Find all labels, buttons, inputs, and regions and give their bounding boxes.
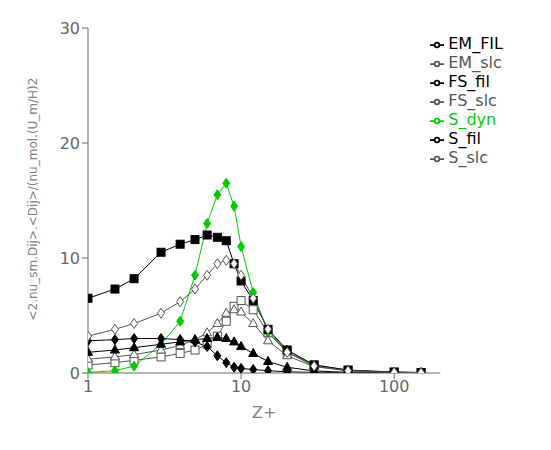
svg-text:10: 10 — [60, 249, 80, 268]
html-text:S_slc: S_slc — [448, 148, 488, 167]
html-text:S_dyn: S_dyn — [448, 110, 497, 129]
html-text:EM_slc: EM_slc — [448, 53, 502, 72]
svg-text:30: 30 — [60, 19, 80, 38]
svg-text:0: 0 — [70, 364, 80, 383]
svg-text:Z+: Z+ — [252, 403, 276, 422]
svg-text:1: 1 — [83, 377, 93, 396]
svg-text:<2.nu_sm.Dij>.<Dij>/(nu_mol.(U: <2.nu_sm.Dij>.<Dij>/(nu_mol.(U_m/H)2 — [26, 78, 40, 321]
html-text:FS_fil: FS_fil — [448, 72, 490, 91]
html-text:EM_FIL: EM_FIL — [448, 34, 503, 53]
svg-text:20: 20 — [60, 134, 80, 153]
svg-text:100: 100 — [379, 377, 410, 396]
svg-text:10: 10 — [231, 377, 251, 396]
html-text:S_fil: S_fil — [448, 129, 481, 148]
html-text:FS_slc: FS_slc — [448, 91, 497, 110]
